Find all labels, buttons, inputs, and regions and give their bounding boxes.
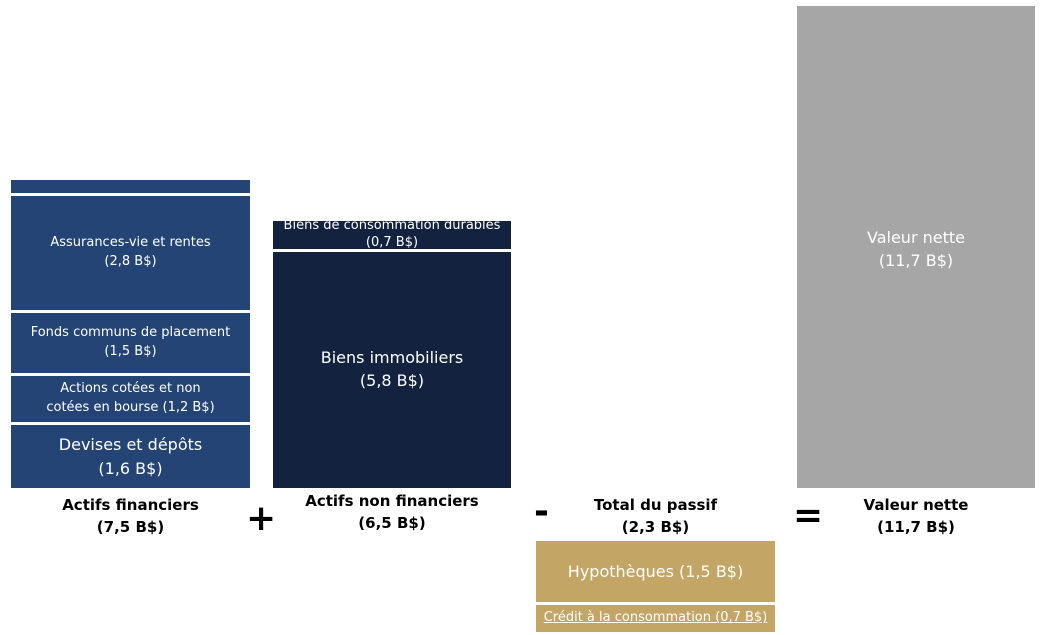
equals-operator: = [793, 495, 824, 536]
segment-value: (2,8 B$) [104, 254, 157, 269]
bar-nonfinancial-segment-durables: Biens de consommation durables (0,7 B$) [273, 221, 511, 249]
segment-label: Valeur nette [867, 228, 965, 247]
segment-label-line2: cotées en bourse (1,2 B$) [46, 400, 215, 415]
segment-label: Fonds communs de placement [30, 325, 231, 341]
bar-networth: Valeur nette (11,7 B$) [797, 6, 1035, 488]
bar-financial-segment-other [11, 180, 250, 193]
category-label-nonfinancial: Actifs non financiers (6,5 B$) [273, 491, 511, 535]
segment-label: Crédit à la consommation (0,7 B$) [543, 610, 768, 626]
segment-value: (1,6 B$) [98, 458, 163, 478]
segment-label: Devises et dépôts [58, 435, 203, 455]
segment-label: Hypothèques (1,5 B$) [567, 561, 744, 581]
category-name: Valeur nette [863, 496, 969, 514]
category-total: (11,7 B$) [877, 517, 955, 536]
segment-value: (0,7 B$) [365, 235, 419, 249]
segment-label: Biens immobiliers [320, 348, 464, 367]
category-label-networth: Valeur nette (11,7 B$) [797, 495, 1035, 539]
category-name: Actifs financiers [62, 496, 199, 514]
bar-financial-segment-equities: Actions cotées et non cotées en bourse (… [11, 376, 250, 422]
category-name: Actifs non financiers [305, 492, 479, 510]
category-label-financial: Actifs financiers (7,5 B$) [11, 495, 250, 539]
segment-label: Assurances-vie et rentes [50, 235, 211, 251]
bar-nonfinancial-segment-real-estate: Biens immobiliers (5,8 B$) [273, 252, 511, 488]
segment-value: (5,8 B$) [359, 371, 425, 391]
bar-financial-segment-deposits: Devises et dépôts (1,6 B$) [11, 425, 250, 488]
category-label-liabilities: Total du passif (2,3 B$) [536, 495, 775, 539]
category-total: (7,5 B$) [96, 517, 165, 536]
segment-label: Biens de consommation durables [283, 221, 501, 234]
bar-liabilities-segment-mortgages: Hypothèques (1,5 B$) [536, 541, 775, 602]
segment-value: (11,7 B$) [878, 251, 954, 271]
bar-liabilities-segment-consumer-credit: Crédit à la consommation (0,7 B$) [536, 605, 775, 632]
segment-label: Actions cotées et non [60, 381, 201, 397]
segment-value: (1,5 B$) [104, 344, 157, 359]
bar-financial-segment-life-insurance: Assurances-vie et rentes (2,8 B$) [11, 196, 250, 310]
plus-operator: + [246, 498, 277, 539]
category-name: Total du passif [593, 496, 718, 514]
category-total: (2,3 B$) [621, 517, 690, 536]
category-total: (6,5 B$) [358, 513, 426, 532]
minus-operator: - [534, 491, 549, 532]
bar-financial-segment-mutual-funds: Fonds communs de placement (1,5 B$) [11, 313, 250, 373]
